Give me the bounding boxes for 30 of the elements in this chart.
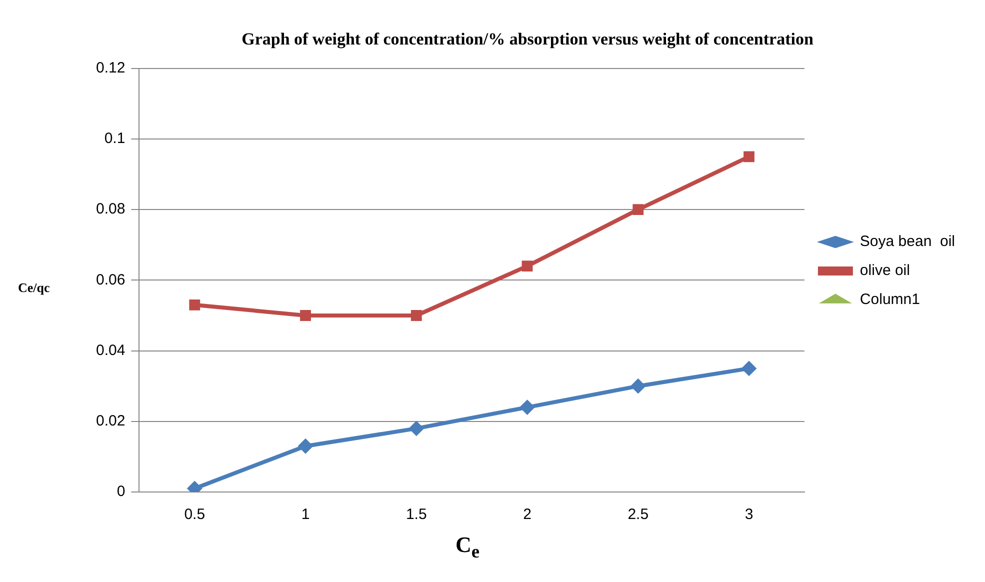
x-tick-label: 0.5 <box>184 506 206 524</box>
x-axis-title: C$_{e}$ <box>454 532 481 562</box>
point <box>744 151 754 162</box>
x-tick-label: 1 <box>301 506 310 524</box>
y-tick-label: 0.04 <box>96 342 126 359</box>
point <box>189 299 200 310</box>
x-tick-label: 1.5 <box>406 506 427 524</box>
point <box>298 438 314 454</box>
point <box>630 378 646 394</box>
y-tick-label: 0.06 <box>96 271 126 288</box>
x-tick-label: 3 <box>744 506 754 524</box>
chart-title: Graph of weight of concentration/% absorption versus weight of concentration <box>242 30 814 49</box>
point <box>410 310 422 321</box>
y-axis-title: Ce/qc <box>18 280 50 296</box>
point <box>632 204 644 216</box>
x-tick-label: 2.5 <box>628 506 649 524</box>
point <box>408 420 424 436</box>
legend-label: olive oil <box>860 262 910 280</box>
point <box>520 400 535 415</box>
point <box>741 360 756 376</box>
y-tick-label: 0.08 <box>96 200 126 218</box>
legend-label: Soya bean oil <box>860 233 956 250</box>
legend-label: Column1 <box>860 291 920 308</box>
x-tick-label: 2 <box>523 506 532 524</box>
point <box>522 260 533 272</box>
y-tick-label: 0.12 <box>96 60 126 77</box>
y-tick-label: 0.1 <box>104 130 126 148</box>
point <box>300 310 311 321</box>
y-tick-label: 0 <box>116 483 126 500</box>
y-tick-label: 0.02 <box>96 412 126 430</box>
